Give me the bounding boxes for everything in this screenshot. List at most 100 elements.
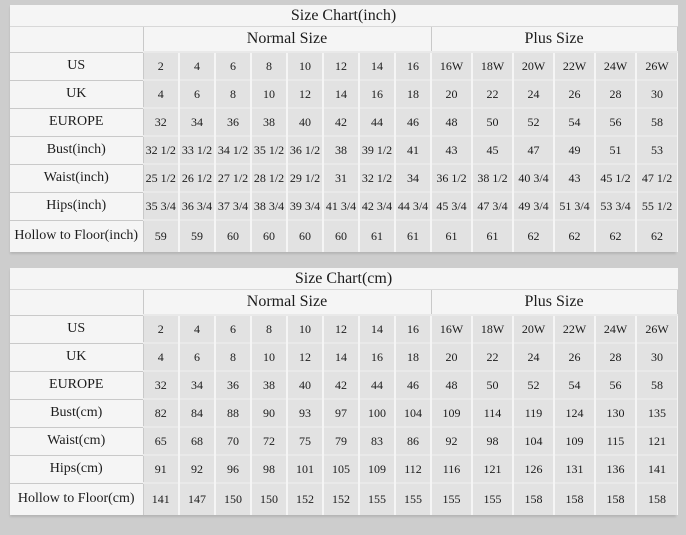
size-cell: 155 [471,482,513,515]
size-cell: 62 [634,219,678,252]
size-cell: 36 [214,370,251,399]
size-cell: 12 [286,342,323,371]
size-cell: 34 [394,163,431,192]
size-cell: 38 [250,370,287,399]
table-row-waist-inch: Waist(inch) 25 1/2 26 1/2 27 1/2 28 1/2 29 1/… [10,163,678,192]
row-label-hips-inch: Hips(inch) [10,191,144,220]
size-cell: 119 [512,398,554,427]
size-cell: 47 1/2 [634,163,678,192]
size-cell: 104 [512,426,554,455]
size-cell: 8 [214,342,251,371]
size-cell: 41 3/4 [322,191,359,220]
size-cell: 26 [553,79,595,108]
size-cell: 16 [358,342,395,371]
size-cell: 33 1/2 [178,135,215,164]
size-cell: 98 [250,454,287,483]
size-cell: 12 [286,79,323,108]
size-cell: 35 3/4 [142,191,179,220]
size-cell: 28 [594,342,636,371]
size-cell: 90 [250,398,287,427]
size-cell: 38 1/2 [471,163,513,192]
table-row-uk: UK 4 6 8 10 12 14 16 18 20 22 24 26 28 30 [10,342,678,371]
size-cell: 26 [553,342,595,371]
row-label-europe: EUROPE [10,370,144,399]
row-label-us: US [10,314,144,343]
size-chart-inch-table: Size Chart(inch) Normal Size Plus Size U… [10,5,678,252]
size-cell: 8 [250,51,287,80]
size-cell: 54 [553,107,595,136]
size-cell: 36 1/2 [430,163,472,192]
row-label-hollow-to-floor-inch: Hollow to Floor(inch) [10,219,144,252]
size-cell: 121 [634,426,678,455]
group-header-row: Normal Size Plus Size [10,26,678,53]
size-cell: 12 [322,314,359,343]
table-row-hollow-to-floor-inch: Hollow to Floor(inch) 59 59 60 60 60 60 61 61 61 6… [10,219,678,252]
size-cell: 32 [142,107,179,136]
row-label-hips-cm: Hips(cm) [10,454,144,483]
size-cell: 124 [553,398,595,427]
size-cell: 39 1/2 [358,135,395,164]
group-header-plus-size: Plus Size [430,289,678,316]
size-cell: 92 [178,454,215,483]
size-cell: 31 [322,163,359,192]
size-cell: 115 [594,426,636,455]
size-cell: 26 1/2 [178,163,215,192]
size-cell: 35 1/2 [250,135,287,164]
table-row-us: US 2 4 6 8 10 12 14 16 16W 18W 20W 22W 24W 26W [10,314,678,343]
size-cell: 49 [553,135,595,164]
size-cell: 26W [634,51,678,80]
size-cell: 75 [286,426,323,455]
size-cell: 36 3/4 [178,191,215,220]
size-cell: 136 [594,454,636,483]
size-cell: 22W [553,314,595,343]
size-cell: 41 [394,135,431,164]
size-cell: 14 [358,51,395,80]
size-cell: 16W [430,314,472,343]
size-cell: 60 [322,219,359,252]
size-cell: 101 [286,454,323,483]
size-cell: 42 3/4 [358,191,395,220]
size-cell: 83 [358,426,395,455]
size-cell: 39 3/4 [286,191,323,220]
row-label-waist-cm: Waist(cm) [10,426,144,455]
size-cell: 18 [394,79,431,108]
size-cell: 44 3/4 [394,191,431,220]
size-cell: 40 [286,370,323,399]
size-cell: 18W [471,51,513,80]
table-row-uk: UK 4 6 8 10 12 14 16 18 20 22 24 26 28 30 [10,79,678,108]
table-row-us: US 2 4 6 8 10 12 14 16 16W 18W 20W 22W 24W 26W [10,51,678,80]
size-cell: 42 [322,370,359,399]
table-row-bust-cm: Bust(cm) 82 84 88 90 93 97 100 104 109 114 119 124 13… [10,398,678,427]
size-cell: 48 [430,107,472,136]
corner-cell [10,289,144,316]
size-cell: 20 [430,342,472,371]
size-cell: 121 [471,454,513,483]
size-cell: 37 3/4 [214,191,251,220]
table-title: Size Chart(cm) [10,268,678,290]
size-cell: 18W [471,314,513,343]
size-cell: 24W [594,314,636,343]
table-row-europe: EUROPE 32 34 36 38 40 42 44 46 48 50 52 54 56 58 [10,107,678,136]
size-cell: 51 [594,135,636,164]
size-cell: 158 [512,482,554,515]
size-cell: 48 [430,370,472,399]
size-cell: 38 [322,135,359,164]
size-cell: 62 [553,219,595,252]
size-cell: 38 [250,107,287,136]
size-cell: 86 [394,426,431,455]
size-cell: 59 [178,219,215,252]
size-cell: 60 [250,219,287,252]
size-cell: 62 [594,219,636,252]
size-chart-cm-table: Size Chart(cm) Normal Size Plus Size US 2… [10,268,678,515]
size-cell: 30 [634,79,678,108]
size-cell: 10 [250,342,287,371]
group-header-plus-size: Plus Size [430,26,678,53]
size-cell: 29 1/2 [286,163,323,192]
group-header-normal-size: Normal Size [142,289,432,316]
size-cell: 147 [178,482,215,515]
size-cell: 22W [553,51,595,80]
size-cell: 14 [322,342,359,371]
table-title: Size Chart(inch) [10,5,678,27]
size-cell: 72 [250,426,287,455]
size-cell: 50 [471,370,513,399]
